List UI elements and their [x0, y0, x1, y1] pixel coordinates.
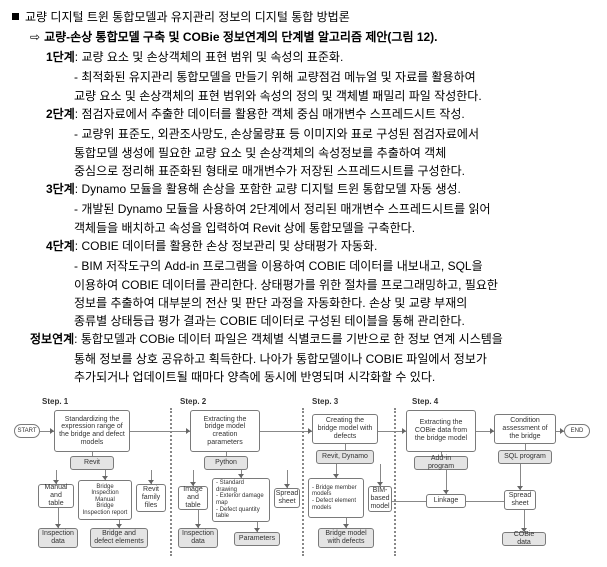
dg-s2b-1: - Standard drawing - Exterior damage map…: [212, 478, 270, 522]
dg-r1-4: Condition assessment of the bridge: [494, 414, 556, 444]
title-text: 교량 디지털 트윈 통합모델과 유지관리 정보의 디지털 통합 방법론: [25, 8, 350, 26]
dg-arrow-down-icon: [377, 482, 383, 486]
step-3-line-0: - 개발된 Dynamo 모듈을 사용하여 2단계에서 정리된 매개변수 스프레…: [74, 200, 595, 218]
info-link: 정보연계: 통합모델과 COBie 데이터 파일은 객체별 식별코드를 기반으로…: [30, 330, 595, 348]
subtitle-text: 교량-손상 통합모델 구축 및 COBie 정보연계의 단계별 알고리즘 제안(…: [44, 28, 437, 46]
dg-arrow-down-icon: [53, 480, 59, 484]
dg-r1-1: Extracting the bridge model creation par…: [190, 410, 260, 452]
dg-s1bb-1: Bridge and defect elements: [90, 528, 148, 548]
step-3-title: Dynamo 모듈을 활용해 손상을 포함한 교량 디지털 트윈 통합모델 자동…: [81, 182, 460, 196]
dg-arrow-icon: [402, 428, 406, 434]
dg-step-4-label: Step. 4: [412, 396, 438, 408]
dg-s4b-1: Spread sheet: [504, 490, 536, 510]
dg-r2-0: Revit: [70, 456, 114, 470]
dg-arrow-down-icon: [116, 524, 122, 528]
dg-conn: [525, 444, 526, 450]
step-2-line-0: - 교량위 표준도, 외관조사망도, 손상물량표 등 이미지와 표로 구성된 점…: [74, 125, 595, 143]
step-4-line-2: 정보를 추출하여 대부분의 전산 및 판단 과정을 자동화한다. 손상 및 교량…: [74, 294, 595, 312]
dg-arrow-icon: [186, 428, 190, 434]
dg-conn: [466, 501, 504, 502]
step-2: 2단계: 점검자료에서 추출한 데이터를 활용한 객체 중심 매개변수 스프레드…: [46, 105, 595, 123]
step-3-line-1: 객체들을 배치하고 속성을 입력하여 Revit 상에 통합모델을 구축한다.: [74, 219, 595, 237]
step-4: 4단계: COBIE 데이터를 활용한 손상 정보관리 및 상태평가 자동화.: [46, 237, 595, 255]
dg-arrow-icon: [308, 428, 312, 434]
step-4-label: 4단계: [46, 239, 75, 253]
dg-arrow-down-icon: [148, 480, 154, 484]
info-link-label: 정보연계: [30, 332, 74, 346]
dg-step-2-label: Step. 2: [180, 396, 206, 408]
title-row: 교량 디지털 트윈 통합모델과 유지관리 정보의 디지털 통합 방법론: [12, 8, 595, 26]
step-4-line-0: - BIM 저작도구의 Add-in 프로그램을 이용하여 COBIE 데이터를…: [74, 257, 595, 275]
dg-s2bb-1: Parameters: [234, 532, 280, 546]
step-1-title: 교량 요소 및 손상객체의 표현 범위 및 속성의 표준화.: [81, 50, 343, 64]
step-4-line-1: 이용하여 COBIE 데이터를 관리한다. 상태평가를 위한 절차를 프로그래밍…: [74, 276, 595, 294]
dg-s3b-0: - Bridge member models - Defect element …: [308, 478, 364, 518]
dg-arrow-down-icon: [195, 524, 201, 528]
step-1-line-1: 교량 요소 및 손상객체의 표현 범위와 속성의 정의 및 객체별 패밀리 파일…: [74, 87, 595, 105]
arrow-icon: ⇨: [30, 28, 40, 46]
step-4-line-3: 종류별 상태등급 평가 결과는 COBIE 데이터로 구성된 테이블을 통해 관…: [74, 312, 595, 330]
dg-step-1-label: Step. 1: [42, 396, 68, 408]
dg-conn: [441, 452, 442, 456]
dg-s4bb-0: COBie data: [502, 532, 546, 546]
dg-conn: [392, 501, 426, 502]
dg-start: START: [14, 424, 40, 438]
dg-arrow-icon: [560, 428, 564, 434]
dg-s2b-2: Spread sheet: [274, 488, 300, 508]
dg-conn: [130, 431, 190, 432]
dg-step-3-label: Step. 3: [312, 396, 338, 408]
dg-s1b-0: Manual and table: [38, 484, 74, 508]
step-2-title: 점검자료에서 추출한 데이터를 활용한 객체 중심 매개변수 스프레드시트 작성…: [81, 107, 464, 121]
dg-s3bb-0: Bridge model with defects: [318, 528, 374, 548]
dg-s1b-1: Bridge Inspection Manual Bridge Inspecti…: [78, 480, 132, 520]
dg-end: END: [564, 424, 590, 438]
dg-r1-2: Creating the bridge model with defects: [312, 414, 378, 444]
dg-s3b-1: BIM-based model: [368, 486, 392, 512]
diagram-canvas: Step. 1 Step. 2 Step. 3 Step. 4 START EN…: [12, 394, 592, 559]
step-1-label: 1단계: [46, 50, 75, 64]
dg-conn: [260, 431, 312, 432]
flow-diagram: Step. 1 Step. 2 Step. 3 Step. 4 START EN…: [12, 394, 595, 559]
step-3-label: 3단계: [46, 182, 75, 196]
dg-conn: [226, 452, 227, 456]
dg-arrow-down-icon: [102, 476, 108, 480]
dg-r2-3: Add-in program: [414, 456, 468, 470]
dg-arrow-icon: [50, 428, 54, 434]
info-link-line-0: 통합모델과 COBie 데이터 파일은 객체별 식별코드를 기반으로 한 정보 …: [81, 332, 503, 346]
dg-r1-0: Standardizing the expression range of th…: [54, 410, 130, 452]
info-link-line-1: 통해 정보를 상호 공유하고 획득한다. 나아가 통합모델이나 COBIE 파일…: [74, 350, 595, 368]
info-link-line-2: 추가되거나 업데이트될 때마다 양측에 동시에 반영되며 시각화할 수 있다.: [74, 368, 595, 386]
dg-r1-3: Extracting the COBie data from the bridg…: [406, 410, 476, 452]
dg-s2b-0: Image and table: [178, 486, 208, 510]
dg-arrow-down-icon: [284, 484, 290, 488]
dg-r2-1: Python: [204, 456, 248, 470]
step-2-label: 2단계: [46, 107, 75, 121]
dg-arrow-down-icon: [190, 482, 196, 486]
step-1-line-0: - 최적화된 유지관리 통합모델을 만들기 위해 교량점검 메뉴얼 및 자료를 …: [74, 68, 595, 86]
dg-s1b-2: Revit family files: [136, 484, 166, 512]
dg-s2bb-0: Inspection data: [178, 528, 218, 548]
dg-s4b-0: Linkage: [426, 494, 466, 508]
dg-conn: [92, 452, 93, 456]
subtitle-row: ⇨ 교량-손상 통합모델 구축 및 COBie 정보연계의 단계별 알고리즘 제…: [12, 28, 595, 46]
step-4-title: COBIE 데이터를 활용한 손상 정보관리 및 상태평가 자동화.: [81, 239, 377, 253]
step-1: 1단계: 교량 요소 및 손상객체의 표현 범위 및 속성의 표준화.: [46, 48, 595, 66]
dg-r2-4: SQL program: [498, 450, 552, 464]
dg-arrow-down-icon: [443, 490, 449, 494]
dg-r2-2: Revit, Dynamo: [316, 450, 374, 464]
bullet-square-icon: [12, 13, 19, 20]
dg-conn: [345, 444, 346, 450]
step-3: 3단계: Dynamo 모듈을 활용해 손상을 포함한 교량 디지털 트윈 통합…: [46, 180, 595, 198]
dg-arrow-down-icon: [238, 474, 244, 478]
dg-arrow-down-icon: [521, 528, 527, 532]
dg-arrow-down-icon: [343, 524, 349, 528]
step-2-line-1: 통합모델 생성에 필요한 교량 요소 및 손상객체의 속성정보를 추출하여 객체: [74, 144, 595, 162]
dg-arrow-down-icon: [254, 528, 260, 532]
step-2-line-2: 중심으로 정리해 표준화된 형태로 매개변수가 저장된 스프레드시트를 구성한다…: [74, 162, 595, 180]
dg-s1bb-0: Inspection data: [38, 528, 78, 548]
dg-arrow-down-icon: [517, 486, 523, 490]
dg-arrow-down-icon: [333, 474, 339, 478]
dg-arrow-icon: [490, 428, 494, 434]
dg-arrow-down-icon: [55, 524, 61, 528]
